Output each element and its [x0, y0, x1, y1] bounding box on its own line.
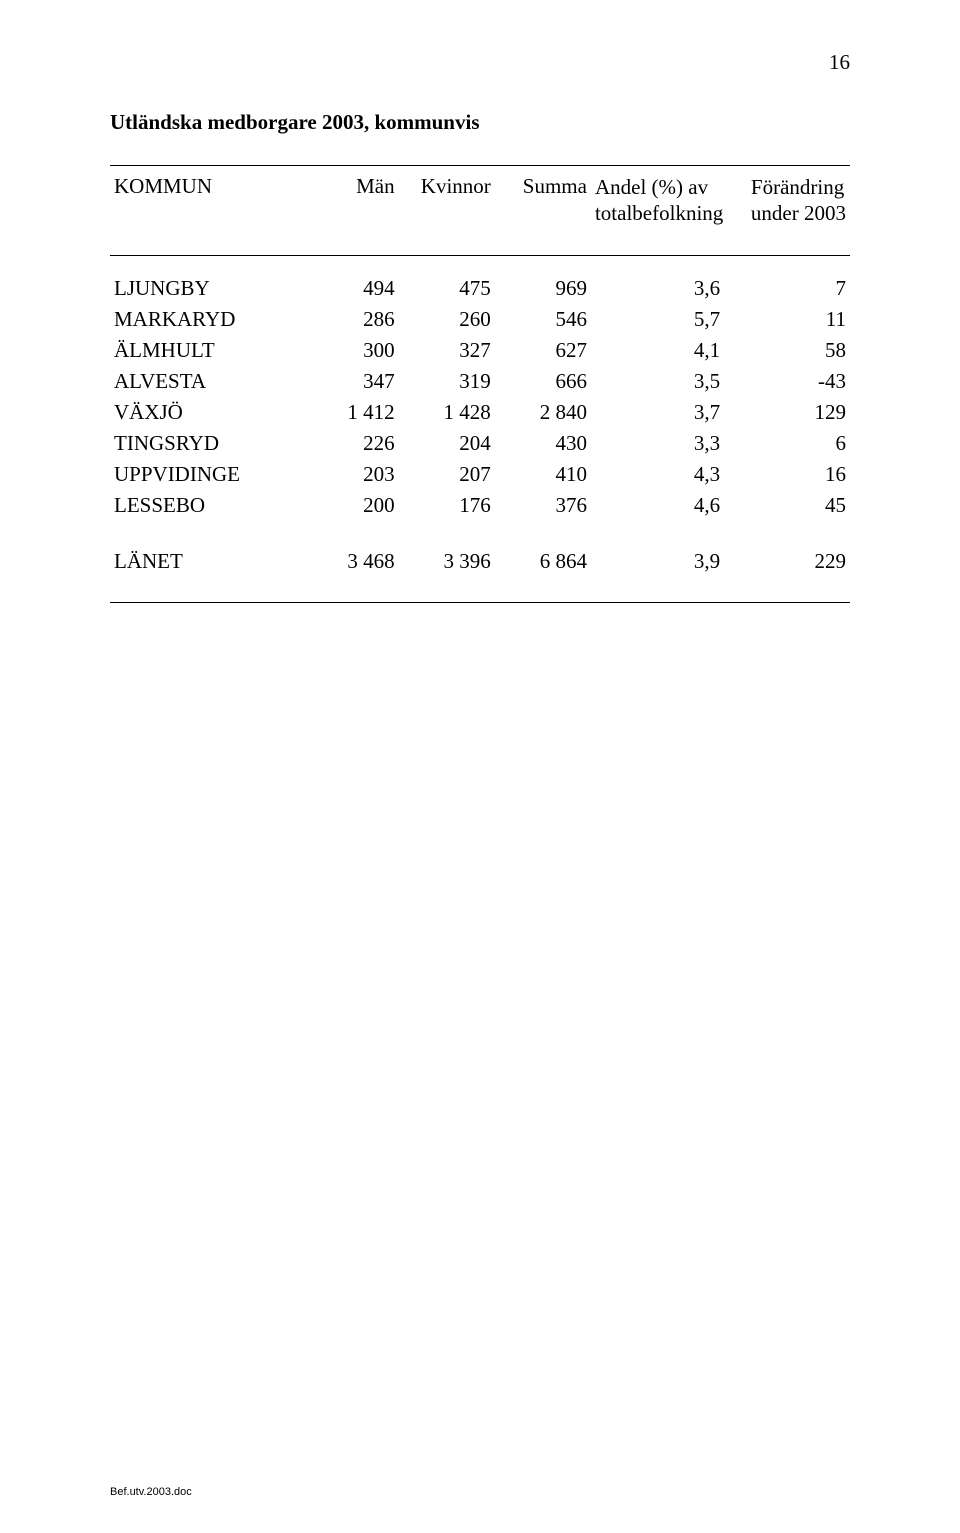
cell-women: 475 — [399, 255, 495, 304]
col-andel-line1: Andel (%) av — [595, 175, 708, 199]
table-row: LESSEBO 200 176 376 4,6 45 — [110, 490, 850, 521]
table-row: LJUNGBY 494 475 969 3,6 7 — [110, 255, 850, 304]
cell-women: 204 — [399, 428, 495, 459]
table-row: VÄXJÖ 1 412 1 428 2 840 3,7 129 — [110, 397, 850, 428]
page: 16 Utländska medborgare 2003, kommunvis … — [0, 0, 960, 1533]
table-header-row: KOMMUN Män Kvinnor Summa Andel (%) av to… — [110, 166, 850, 256]
cell-name: LÄNET — [110, 521, 302, 603]
cell-andel: 4,6 — [591, 490, 724, 521]
cell-men: 347 — [302, 366, 398, 397]
col-name: KOMMUN — [110, 166, 302, 256]
cell-sum: 430 — [495, 428, 591, 459]
cell-sum: 410 — [495, 459, 591, 490]
page-number: 16 — [829, 50, 850, 75]
cell-andel: 3,5 — [591, 366, 724, 397]
data-table: KOMMUN Män Kvinnor Summa Andel (%) av to… — [110, 165, 850, 603]
cell-women: 1 428 — [399, 397, 495, 428]
cell-name: TINGSRYD — [110, 428, 302, 459]
cell-sum: 969 — [495, 255, 591, 304]
col-andel: Andel (%) av totalbefolkning — [591, 166, 724, 256]
cell-change: 6 — [724, 428, 850, 459]
col-andel-line2: totalbefolkning — [595, 201, 723, 225]
cell-men: 300 — [302, 335, 398, 366]
cell-men: 200 — [302, 490, 398, 521]
cell-women: 260 — [399, 304, 495, 335]
cell-men: 494 — [302, 255, 398, 304]
cell-name: LESSEBO — [110, 490, 302, 521]
table-row: TINGSRYD 226 204 430 3,3 6 — [110, 428, 850, 459]
col-change-line2: under 2003 — [751, 201, 846, 225]
cell-change: 16 — [724, 459, 850, 490]
cell-women: 3 396 — [399, 521, 495, 603]
cell-change: 11 — [724, 304, 850, 335]
col-sum: Summa — [495, 166, 591, 256]
cell-men: 3 468 — [302, 521, 398, 603]
cell-andel: 4,1 — [591, 335, 724, 366]
cell-change: 229 — [724, 521, 850, 603]
cell-name: MARKARYD — [110, 304, 302, 335]
cell-sum: 2 840 — [495, 397, 591, 428]
cell-women: 176 — [399, 490, 495, 521]
cell-men: 226 — [302, 428, 398, 459]
cell-name: ÄLMHULT — [110, 335, 302, 366]
col-change: Förändring under 2003 — [724, 166, 850, 256]
cell-change: 7 — [724, 255, 850, 304]
table-row: ÄLMHULT 300 327 627 4,1 58 — [110, 335, 850, 366]
cell-andel: 3,6 — [591, 255, 724, 304]
cell-change: 129 — [724, 397, 850, 428]
cell-women: 207 — [399, 459, 495, 490]
table-row: UPPVIDINGE 203 207 410 4,3 16 — [110, 459, 850, 490]
cell-andel: 3,9 — [591, 521, 724, 603]
cell-andel: 4,3 — [591, 459, 724, 490]
cell-men: 203 — [302, 459, 398, 490]
cell-andel: 3,3 — [591, 428, 724, 459]
cell-change: -43 — [724, 366, 850, 397]
cell-name: LJUNGBY — [110, 255, 302, 304]
col-change-line1: Förändring — [751, 175, 844, 199]
cell-name: UPPVIDINGE — [110, 459, 302, 490]
cell-name: VÄXJÖ — [110, 397, 302, 428]
col-women: Kvinnor — [399, 166, 495, 256]
cell-sum: 627 — [495, 335, 591, 366]
cell-sum: 376 — [495, 490, 591, 521]
table-total-row: LÄNET 3 468 3 396 6 864 3,9 229 — [110, 521, 850, 603]
cell-sum: 666 — [495, 366, 591, 397]
cell-name: ALVESTA — [110, 366, 302, 397]
col-men: Män — [302, 166, 398, 256]
cell-andel: 5,7 — [591, 304, 724, 335]
table-title: Utländska medborgare 2003, kommunvis — [110, 110, 850, 135]
cell-sum: 6 864 — [495, 521, 591, 603]
cell-change: 58 — [724, 335, 850, 366]
table-row: MARKARYD 286 260 546 5,7 11 — [110, 304, 850, 335]
table-row: ALVESTA 347 319 666 3,5 -43 — [110, 366, 850, 397]
cell-change: 45 — [724, 490, 850, 521]
cell-men: 286 — [302, 304, 398, 335]
cell-women: 319 — [399, 366, 495, 397]
cell-women: 327 — [399, 335, 495, 366]
cell-andel: 3,7 — [591, 397, 724, 428]
footer-filename: Bef.utv.2003.doc — [110, 1486, 192, 1498]
cell-sum: 546 — [495, 304, 591, 335]
cell-men: 1 412 — [302, 397, 398, 428]
